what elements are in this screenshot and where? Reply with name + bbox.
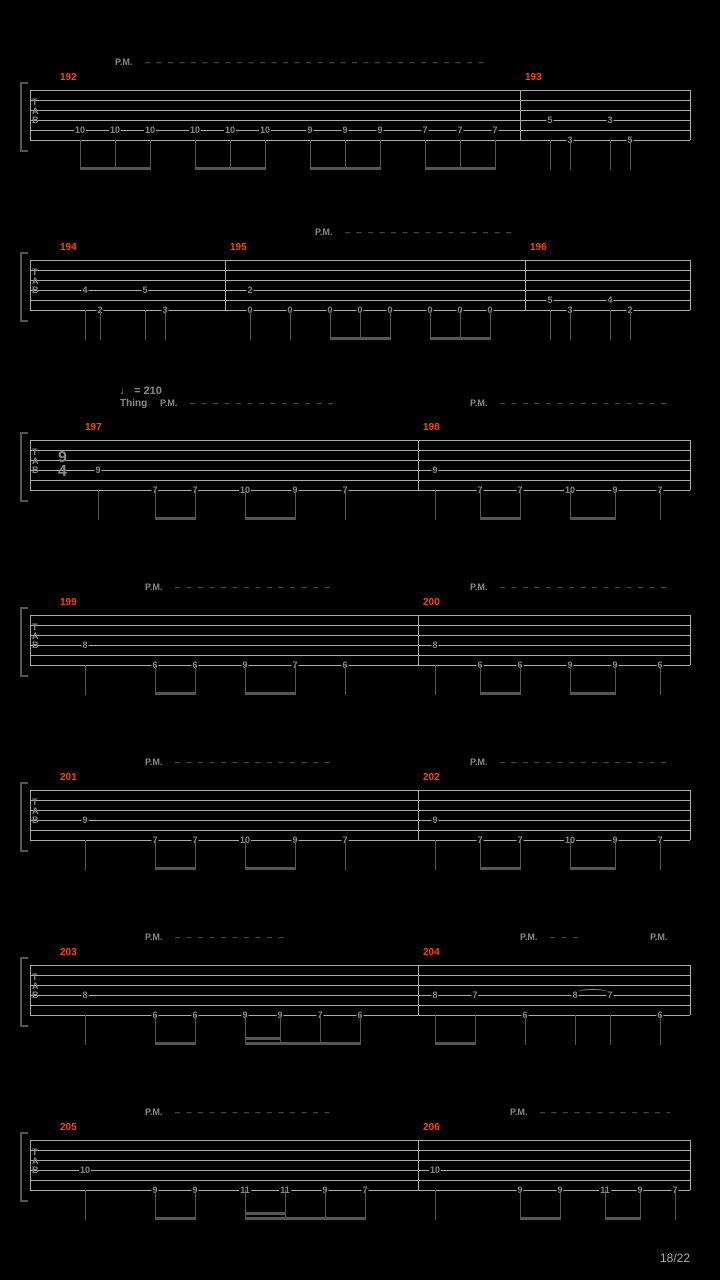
system-bracket bbox=[20, 1132, 28, 1202]
system-bracket bbox=[20, 432, 28, 502]
measure-number: 200 bbox=[423, 597, 440, 608]
fret-number: 7 bbox=[456, 125, 463, 135]
tab-staff bbox=[30, 440, 690, 490]
fret-number: 9 bbox=[376, 125, 383, 135]
measure-number: 202 bbox=[423, 772, 440, 783]
palm-mute-label: P.M. bbox=[520, 932, 537, 942]
measure-number: 192 bbox=[60, 72, 77, 83]
fret-number: 9 bbox=[306, 125, 313, 135]
measure-number: 197 bbox=[85, 422, 102, 433]
fret-number: 3 bbox=[606, 115, 613, 125]
palm-mute-label: P.M. bbox=[470, 582, 487, 592]
palm-mute-label: P.M. bbox=[115, 57, 132, 67]
measure-number: 194 bbox=[60, 242, 77, 253]
tie-arc bbox=[578, 989, 608, 995]
palm-mute-extent: – – – – – – – – – – – – – – – – – – – – … bbox=[175, 582, 330, 592]
system-bracket bbox=[20, 82, 28, 152]
fret-number: 5 bbox=[546, 295, 553, 305]
time-signature: 94 bbox=[58, 451, 67, 479]
palm-mute-extent: – – – – – – – – – – – – – – – – – – – – … bbox=[345, 227, 515, 237]
measure-number: 196 bbox=[530, 242, 547, 253]
palm-mute-label: P.M. bbox=[160, 398, 177, 408]
palm-mute-extent: – – – – – – – – – – – – – – – – – – – – … bbox=[500, 582, 670, 592]
fret-number: 10 bbox=[79, 1165, 91, 1175]
tab-clef: T A B bbox=[32, 798, 39, 825]
tab-staff bbox=[30, 90, 690, 140]
fret-number: 9 bbox=[431, 465, 438, 475]
tab-staff bbox=[30, 790, 690, 840]
tab-clef: T A B bbox=[32, 1148, 39, 1175]
tab-staff bbox=[30, 1140, 690, 1190]
fret-number: 7 bbox=[491, 125, 498, 135]
system-bracket bbox=[20, 782, 28, 852]
palm-mute-extent: – – – – – – – – – – – – – – – – – – – – … bbox=[175, 932, 285, 942]
fret-number: 4 bbox=[606, 295, 613, 305]
palm-mute-extent: – – – – – – – – – – – – – – – – – – – – … bbox=[500, 398, 670, 408]
palm-mute-extent: – – – – – – – – – – – – – – – – – – – – … bbox=[190, 398, 335, 408]
tempo-marking: ♩ = 210 bbox=[120, 385, 162, 397]
fret-number: 8 bbox=[431, 990, 438, 1000]
fret-number: 10 bbox=[74, 125, 86, 135]
system-bracket bbox=[20, 252, 28, 322]
tab-clef: T A B bbox=[32, 98, 39, 125]
fret-number: 8 bbox=[81, 990, 88, 1000]
palm-mute-extent: – – – – – – – – – – – – – – – – – – – – … bbox=[540, 1107, 670, 1117]
palm-mute-label: P.M. bbox=[145, 757, 162, 767]
fret-number: 7 bbox=[471, 990, 478, 1000]
fret-number: 9 bbox=[431, 815, 438, 825]
measure-number: 195 bbox=[230, 242, 247, 253]
palm-mute-label: P.M. bbox=[470, 398, 487, 408]
tab-staff bbox=[30, 260, 690, 310]
fret-number: 10 bbox=[189, 125, 201, 135]
tab-staff bbox=[30, 615, 690, 665]
palm-mute-extent: – – – – – – – – – – – – – – – – – – – – … bbox=[145, 57, 490, 67]
measure-number: 198 bbox=[423, 422, 440, 433]
palm-mute-extent: – – – – – – – – – – – – – – – – – – – – … bbox=[175, 757, 330, 767]
palm-mute-label: P.M. bbox=[470, 757, 487, 767]
fret-number: 9 bbox=[94, 465, 101, 475]
tab-clef: T A B bbox=[32, 973, 39, 1000]
measure-number: 204 bbox=[423, 947, 440, 958]
tab-clef: T A B bbox=[32, 448, 39, 475]
palm-mute-label: P.M. bbox=[510, 1107, 527, 1117]
fret-number: 2 bbox=[246, 285, 253, 295]
fret-number: 10 bbox=[144, 125, 156, 135]
palm-mute-extent: – – – – – – – – – – – – – – – – – – – – … bbox=[550, 932, 580, 942]
page-number: 18/22 bbox=[660, 1251, 690, 1265]
measure-number: 205 bbox=[60, 1122, 77, 1133]
fret-number: 10 bbox=[109, 125, 121, 135]
fret-number: 8 bbox=[81, 640, 88, 650]
palm-mute-label: P.M. bbox=[650, 932, 667, 942]
measure-number: 201 bbox=[60, 772, 77, 783]
palm-mute-label: P.M. bbox=[315, 227, 332, 237]
tab-clef: T A B bbox=[32, 623, 39, 650]
tab-clef: T A B bbox=[32, 268, 39, 295]
measure-number: 193 bbox=[525, 72, 542, 83]
fret-number: 10 bbox=[224, 125, 236, 135]
system-bracket bbox=[20, 957, 28, 1027]
palm-mute-label: P.M. bbox=[145, 1107, 162, 1117]
fret-number: 7 bbox=[421, 125, 428, 135]
fret-number: 8 bbox=[431, 640, 438, 650]
palm-mute-extent: – – – – – – – – – – – – – – – – – – – – … bbox=[175, 1107, 330, 1117]
section-label: Thing bbox=[120, 398, 147, 409]
palm-mute-label: P.M. bbox=[145, 932, 162, 942]
fret-number: 5 bbox=[141, 285, 148, 295]
fret-number: 4 bbox=[81, 285, 88, 295]
fret-number: 9 bbox=[81, 815, 88, 825]
fret-number: 5 bbox=[546, 115, 553, 125]
palm-mute-label: P.M. bbox=[145, 582, 162, 592]
fret-number: 9 bbox=[341, 125, 348, 135]
fret-number: 10 bbox=[429, 1165, 441, 1175]
palm-mute-extent: – – – – – – – – – – – – – – – – – – – – … bbox=[500, 757, 670, 767]
system-bracket bbox=[20, 607, 28, 677]
measure-number: 206 bbox=[423, 1122, 440, 1133]
fret-number: 10 bbox=[259, 125, 271, 135]
measure-number: 199 bbox=[60, 597, 77, 608]
measure-number: 203 bbox=[60, 947, 77, 958]
